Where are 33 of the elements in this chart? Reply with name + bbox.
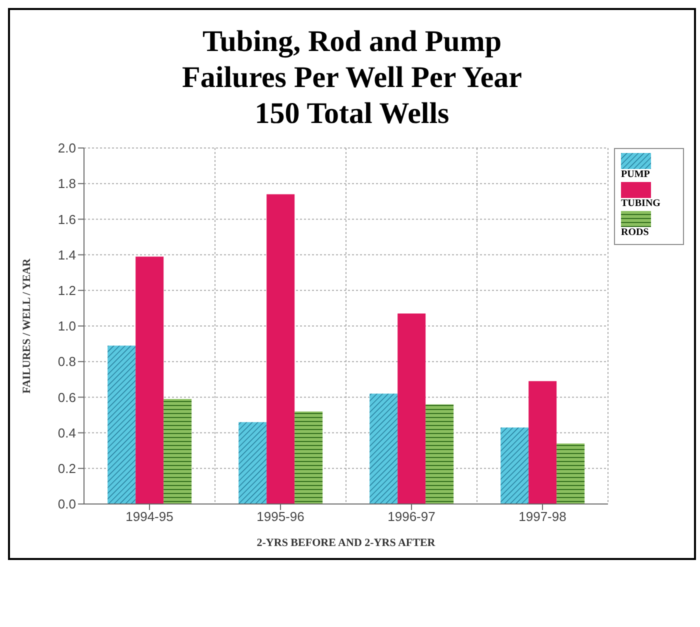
y-tick-label: 0.8 bbox=[58, 354, 76, 370]
bar bbox=[500, 427, 529, 504]
y-tick-label: 1.0 bbox=[58, 318, 76, 334]
chart-title: Tubing, Rod and Pump Failures Per Well Per Year 150 Total Wells bbox=[181, 24, 523, 132]
y-tick-label: 0.2 bbox=[58, 461, 76, 476]
bar bbox=[398, 314, 426, 504]
y-tick-label: 1.6 bbox=[58, 212, 76, 227]
bar bbox=[164, 398, 192, 504]
y-tick-label: 1.8 bbox=[58, 176, 76, 192]
x-tick-label: 1994-95 bbox=[126, 509, 174, 524]
x-tick-label: 1995-96 bbox=[256, 509, 304, 524]
y-tick-label: 1.2 bbox=[58, 283, 76, 298]
bar bbox=[266, 194, 295, 504]
legend-label: PUMP bbox=[621, 169, 651, 180]
bar bbox=[294, 411, 323, 504]
y-tick-label: 1.4 bbox=[58, 247, 76, 262]
bar bbox=[528, 381, 557, 504]
y-axis-title: FAILURES / WELL / YEAR bbox=[20, 258, 33, 394]
y-tick-label: 0.6 bbox=[58, 390, 76, 405]
bar bbox=[108, 346, 136, 504]
legend-label: RODS bbox=[621, 227, 650, 238]
y-tick-label: 0.4 bbox=[58, 425, 76, 440]
bar bbox=[556, 443, 585, 504]
y-tick-label: 0.0 bbox=[58, 496, 76, 512]
bar bbox=[238, 422, 267, 504]
x-tick-label: 1997-98 bbox=[518, 509, 566, 524]
x-tick-label: 1996-97 bbox=[388, 509, 436, 524]
bar bbox=[136, 256, 164, 504]
y-tick-label: 2.0 bbox=[58, 140, 76, 156]
legend-label: TUBING bbox=[621, 198, 662, 209]
x-axis-title: 2-YRS BEFORE AND 2-YRS AFTER bbox=[256, 537, 436, 549]
bar bbox=[426, 404, 454, 504]
bar bbox=[370, 394, 398, 504]
